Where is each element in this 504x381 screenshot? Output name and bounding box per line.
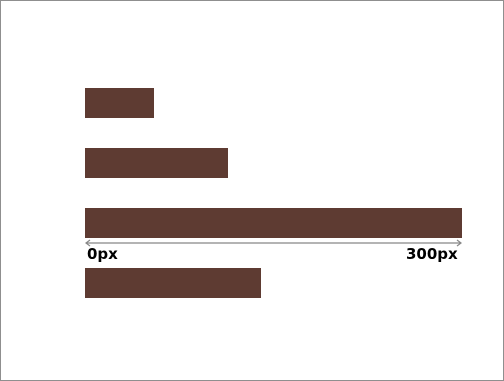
bar-2 — [85, 148, 228, 178]
bar-4 — [85, 268, 261, 298]
scale-ruler — [85, 239, 462, 247]
scale-max-label: 300px — [406, 245, 458, 263]
scale-min-label: 0px — [87, 245, 118, 263]
ruler-arrow-icon — [85, 239, 462, 247]
bar-1 — [85, 88, 154, 118]
bar-3 — [85, 208, 462, 238]
